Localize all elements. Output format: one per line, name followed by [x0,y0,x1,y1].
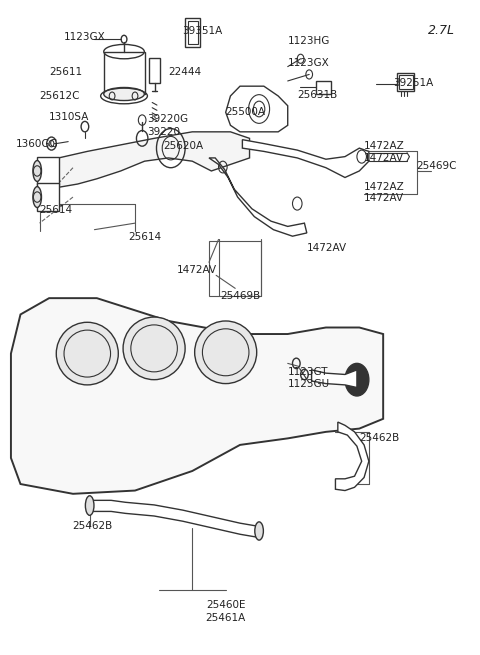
Ellipse shape [33,187,41,208]
Text: 25620A: 25620A [164,141,204,151]
Text: 1310SA: 1310SA [49,113,89,122]
Text: 1472AZ: 1472AZ [364,182,405,193]
Bar [209,241,262,296]
Polygon shape [90,500,259,538]
Text: 1123GX: 1123GX [63,32,105,43]
Ellipse shape [255,522,264,540]
Polygon shape [242,140,369,178]
Polygon shape [11,298,383,494]
Ellipse shape [56,322,118,385]
Text: 25469B: 25469B [220,291,260,301]
Text: 25612C: 25612C [39,91,80,101]
Ellipse shape [33,160,41,181]
Bar [397,73,414,92]
Text: 25631B: 25631B [297,90,337,100]
Bar [185,18,200,47]
Polygon shape [37,183,59,212]
Text: 1123GU: 1123GU [288,379,330,389]
Polygon shape [312,370,357,388]
Text: 39351A: 39351A [182,26,222,36]
Text: 25460E: 25460E [206,600,245,610]
Polygon shape [37,157,59,185]
Polygon shape [226,86,288,132]
Text: 1472AV: 1472AV [364,153,404,163]
Bar [399,75,413,90]
Text: 25614: 25614 [128,233,161,242]
Ellipse shape [85,496,94,515]
Text: 25462B: 25462B [360,434,399,443]
Text: 25461A: 25461A [205,612,246,623]
Text: 39220G: 39220G [147,114,188,124]
Text: 1123GX: 1123GX [288,58,329,68]
Text: 25469C: 25469C [417,160,457,171]
Ellipse shape [104,88,144,100]
Text: 25500A: 25500A [226,107,266,117]
Text: 1472AV: 1472AV [177,265,217,275]
Bar [188,21,198,44]
Text: 25611: 25611 [49,67,82,77]
Text: 1360GG: 1360GG [16,139,59,149]
Bar [149,58,160,83]
Bar [104,52,144,94]
Text: 1472AZ: 1472AZ [364,141,405,151]
Text: 1472AV: 1472AV [364,193,404,203]
Text: 2.7L: 2.7L [428,24,455,37]
Ellipse shape [195,321,257,384]
Polygon shape [49,132,250,187]
Text: 39251A: 39251A [393,78,433,88]
Text: 1472AV: 1472AV [307,243,347,253]
Ellipse shape [123,317,185,380]
Polygon shape [209,158,307,236]
Text: 1123HG: 1123HG [288,35,330,45]
Text: 22444: 22444 [168,67,202,77]
Circle shape [345,364,369,396]
Text: 25462B: 25462B [72,521,112,531]
Polygon shape [336,422,369,491]
Text: 25614: 25614 [39,205,72,215]
Bar [316,81,331,94]
Text: 1123GT: 1123GT [288,367,328,377]
Text: 39220: 39220 [147,127,180,137]
